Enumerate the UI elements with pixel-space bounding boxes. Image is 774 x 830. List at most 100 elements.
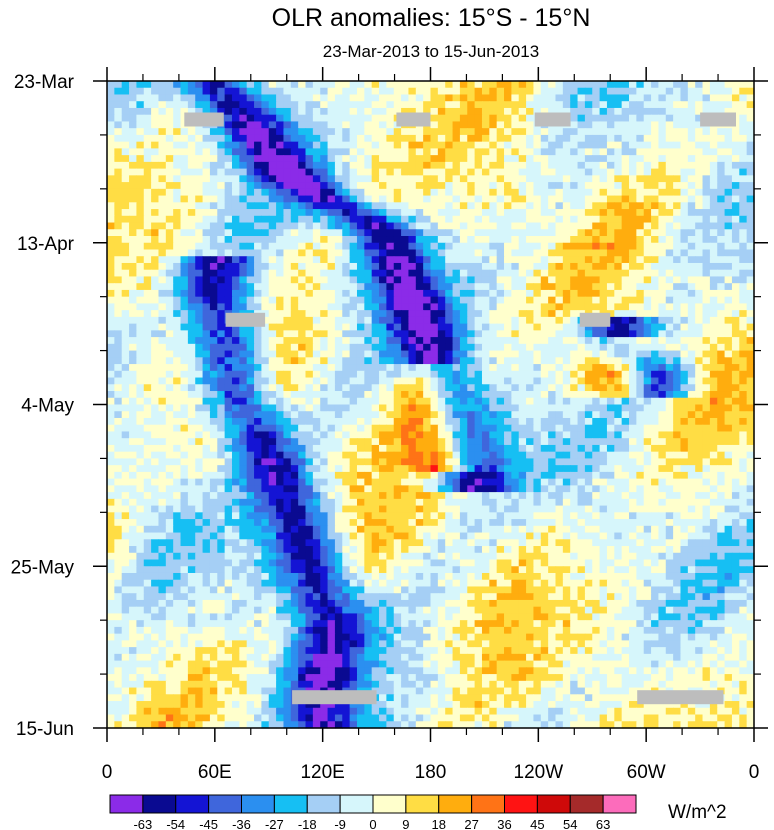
heat-cell: [217, 262, 226, 271]
heat-cell: [239, 357, 248, 365]
heat-cell: [724, 303, 733, 311]
heat-cell: [386, 411, 395, 419]
heat-cell: [165, 114, 174, 123]
heat-cell: [592, 81, 601, 89]
heat-cell: [151, 377, 160, 385]
heat-cell: [129, 249, 138, 257]
heat-cell: [342, 397, 351, 406]
heat-cell: [717, 397, 726, 406]
heat-cell: [195, 236, 204, 244]
heat-cell: [312, 262, 321, 271]
heat-cell: [356, 451, 365, 460]
heat-cell: [452, 276, 461, 284]
heat-cell: [408, 134, 417, 143]
heat-cell: [555, 262, 564, 271]
heat-cell: [334, 276, 343, 284]
heat-cell: [195, 458, 204, 466]
heat-cell: [129, 202, 138, 210]
heat-cell: [665, 256, 674, 264]
heat-cell: [629, 236, 637, 244]
heat-cell: [731, 283, 740, 291]
heat-cell: [276, 276, 285, 284]
heat-cell: [129, 87, 138, 96]
heat-cell: [459, 377, 468, 385]
heat-cell: [276, 303, 285, 311]
heat-cell: [658, 391, 667, 399]
heat-cell: [268, 330, 277, 338]
heat-cell: [261, 121, 270, 129]
heat-cell: [349, 370, 358, 379]
heat-cell: [577, 134, 586, 143]
heat-cell: [195, 269, 204, 278]
heat-cell: [584, 141, 593, 149]
heat-cell: [474, 256, 483, 264]
heat-cell: [452, 296, 461, 305]
heat-cell: [121, 229, 130, 237]
heat-cell: [173, 209, 182, 217]
heat-cell: [158, 391, 167, 399]
heat-cell: [129, 310, 138, 318]
heat-cell: [283, 195, 292, 203]
heat-cell: [224, 444, 233, 453]
heat-cell: [187, 188, 196, 197]
heat-cell: [298, 384, 307, 392]
heat-cell: [562, 161, 571, 170]
heat-cell: [151, 296, 160, 305]
heat-cell: [555, 458, 564, 466]
heat-cell: [504, 391, 512, 399]
heat-cell: [195, 438, 204, 446]
heat-cell: [121, 94, 130, 102]
heat-cell: [165, 134, 174, 143]
heat-cell: [717, 215, 726, 224]
heat-cell: [437, 303, 446, 311]
heat-cell: [423, 101, 432, 109]
heat-cell: [459, 134, 468, 143]
heat-cell: [143, 94, 152, 102]
heat-cell: [496, 262, 505, 271]
heat-cell: [261, 148, 270, 156]
heat-cell: [430, 276, 439, 284]
heat-cell: [276, 202, 285, 210]
heat-cell: [709, 148, 718, 156]
heat-cell: [555, 377, 564, 385]
heat-cell: [724, 370, 733, 379]
heat-cell: [570, 222, 579, 230]
heat-cell: [342, 242, 351, 251]
heat-cell: [518, 411, 527, 419]
heat-cell: [136, 134, 145, 143]
heat-cell: [423, 229, 432, 237]
heat-cell: [592, 121, 601, 129]
heat-cell: [415, 316, 424, 325]
heat-cell: [467, 411, 476, 419]
heat-cell: [526, 155, 535, 163]
heat-cell: [298, 134, 307, 143]
heat-cell: [651, 81, 660, 89]
heat-cell: [687, 296, 696, 305]
heat-cell: [423, 444, 432, 453]
heat-cell: [526, 182, 535, 190]
heat-cell: [136, 438, 145, 446]
heat-cell: [158, 101, 167, 109]
heat-cell: [129, 101, 138, 109]
heat-cell: [283, 370, 292, 379]
heat-cell: [555, 397, 564, 406]
heat-cell: [356, 182, 365, 190]
heat-cell: [334, 424, 343, 433]
heat-cell: [246, 202, 255, 210]
heat-cell: [577, 195, 586, 203]
heat-cell: [371, 182, 380, 190]
heat-cell: [687, 417, 696, 426]
heat-cell: [673, 209, 682, 217]
heat-cell: [202, 107, 211, 116]
heat-cell: [739, 269, 748, 278]
heat-cell: [658, 94, 667, 102]
heat-cell: [107, 323, 115, 331]
heat-cell: [254, 128, 262, 136]
heat-cell: [276, 229, 285, 237]
heat-cell: [430, 384, 439, 392]
heat-cell: [739, 141, 748, 149]
heat-cell: [371, 384, 380, 392]
heat-cell: [261, 438, 270, 446]
heat-cell: [327, 81, 336, 89]
heat-cell: [231, 364, 240, 372]
